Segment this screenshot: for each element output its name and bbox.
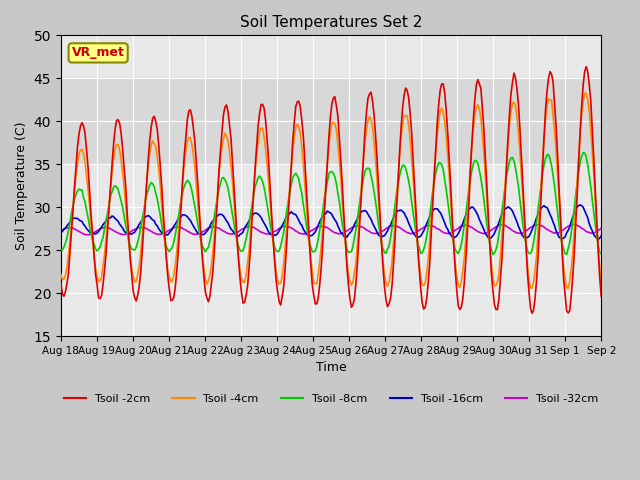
Legend: Tsoil -2cm, Tsoil -4cm, Tsoil -8cm, Tsoil -16cm, Tsoil -32cm: Tsoil -2cm, Tsoil -4cm, Tsoil -8cm, Tsoi… [60,390,603,408]
Text: VR_met: VR_met [72,47,125,60]
Y-axis label: Soil Temperature (C): Soil Temperature (C) [15,121,28,250]
X-axis label: Time: Time [316,361,346,374]
Bar [61,78,601,164]
Title: Soil Temperatures Set 2: Soil Temperatures Set 2 [240,15,422,30]
